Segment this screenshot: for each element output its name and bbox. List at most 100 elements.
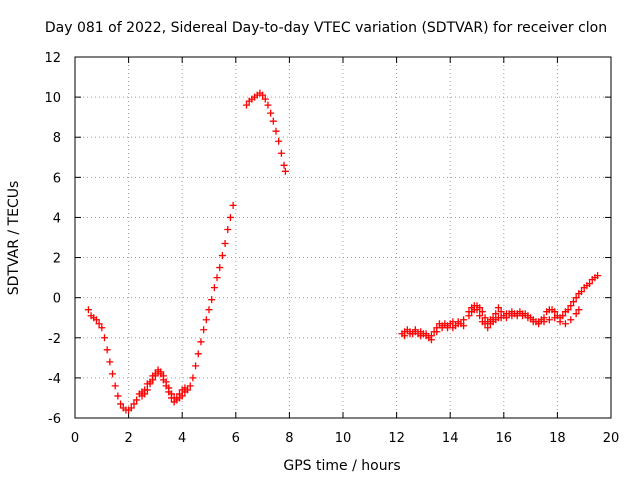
- plot-frame: [74, 56, 612, 419]
- data-point: [267, 109, 275, 117]
- series-segment-1: [84, 201, 237, 414]
- data-point: [449, 324, 457, 332]
- data-point: [567, 302, 575, 310]
- data-point: [484, 324, 492, 332]
- y-axis-label: SDTVAR / TECUs: [6, 181, 22, 296]
- data-point: [103, 346, 111, 354]
- data-point: [210, 284, 218, 292]
- data-point: [575, 306, 583, 314]
- data-point: [205, 306, 213, 314]
- grid: [75, 57, 611, 418]
- data-point: [401, 332, 409, 340]
- data-point: [594, 272, 602, 280]
- data-point: [569, 298, 577, 306]
- data-point: [114, 392, 122, 400]
- y-tick-label: 10: [44, 91, 61, 106]
- data-point: [208, 296, 216, 304]
- data-point: [564, 306, 572, 314]
- data-point: [275, 137, 283, 145]
- data-point: [460, 316, 468, 324]
- data-point: [154, 366, 162, 374]
- data-point: [406, 330, 414, 338]
- x-tick-label: 10: [335, 431, 352, 446]
- data-point: [476, 312, 484, 320]
- data-point: [551, 314, 559, 322]
- data-point: [100, 334, 108, 342]
- data-point: [141, 386, 149, 394]
- data-point: [497, 308, 505, 316]
- data-point: [460, 322, 468, 330]
- y-tick-label: -6: [48, 412, 61, 427]
- data-point: [221, 240, 229, 248]
- data-point: [192, 362, 200, 370]
- data-point: [243, 101, 251, 109]
- data-points: [84, 89, 602, 414]
- data-point: [411, 326, 419, 334]
- x-tick-label: 18: [549, 431, 566, 446]
- data-point: [162, 382, 170, 390]
- data-point: [106, 358, 114, 366]
- data-point: [229, 201, 237, 209]
- data-point: [181, 384, 189, 392]
- data-point: [572, 294, 580, 302]
- data-point: [84, 306, 92, 314]
- data-point: [454, 320, 462, 328]
- data-point: [481, 314, 489, 322]
- data-point: [197, 338, 205, 346]
- data-point: [224, 225, 232, 233]
- data-point: [280, 161, 288, 169]
- data-point: [133, 396, 141, 404]
- x-tick-label: 2: [124, 431, 132, 446]
- y-tick-label: -2: [48, 332, 61, 347]
- chart-title: Day 081 of 2022, Sidereal Day-to-day VTE…: [45, 20, 607, 36]
- data-point: [444, 322, 452, 330]
- data-point: [226, 213, 234, 221]
- y-tick-label: 0: [53, 292, 61, 307]
- x-tick-label: 4: [178, 431, 186, 446]
- data-point: [173, 394, 181, 402]
- data-point: [433, 328, 441, 336]
- data-point: [117, 400, 125, 408]
- data-point: [259, 91, 267, 99]
- y-tick-label: 2: [53, 252, 61, 267]
- data-point: [213, 274, 221, 282]
- data-point: [478, 308, 486, 316]
- data-point: [109, 370, 117, 378]
- data-point: [98, 324, 106, 332]
- y-tick-labels: -6 -4 -2 0 2 4 6 8 10 12: [44, 51, 61, 427]
- data-point: [489, 318, 497, 326]
- x-axis-label: GPS time / hours: [283, 458, 400, 474]
- series-segment-3: [398, 272, 602, 344]
- data-point: [146, 378, 154, 386]
- data-point: [524, 314, 532, 322]
- y-tick-label: -4: [48, 372, 61, 387]
- data-point: [465, 308, 473, 316]
- data-point: [261, 95, 269, 103]
- data-point: [529, 318, 537, 326]
- data-point: [186, 382, 194, 390]
- data-point: [127, 404, 135, 412]
- x-tick-label: 12: [388, 431, 405, 446]
- data-point: [502, 314, 510, 322]
- data-point: [492, 310, 500, 318]
- data-point: [92, 316, 100, 324]
- data-point: [272, 127, 280, 135]
- data-point: [540, 318, 548, 326]
- data-point: [281, 167, 289, 175]
- x-tick-label: 14: [442, 431, 459, 446]
- data-point: [165, 388, 173, 396]
- data-point: [111, 382, 119, 390]
- data-point: [559, 312, 567, 320]
- data-point: [159, 376, 167, 384]
- x-tick-label: 20: [603, 431, 620, 446]
- y-tick-label: 4: [53, 211, 61, 226]
- data-point: [473, 306, 481, 314]
- y-tick-label: 12: [44, 51, 61, 66]
- data-point: [572, 310, 580, 318]
- data-point: [545, 316, 553, 324]
- data-point: [194, 350, 202, 358]
- data-point: [130, 400, 138, 408]
- y-tick-label: 6: [53, 171, 61, 186]
- data-point: [264, 101, 272, 109]
